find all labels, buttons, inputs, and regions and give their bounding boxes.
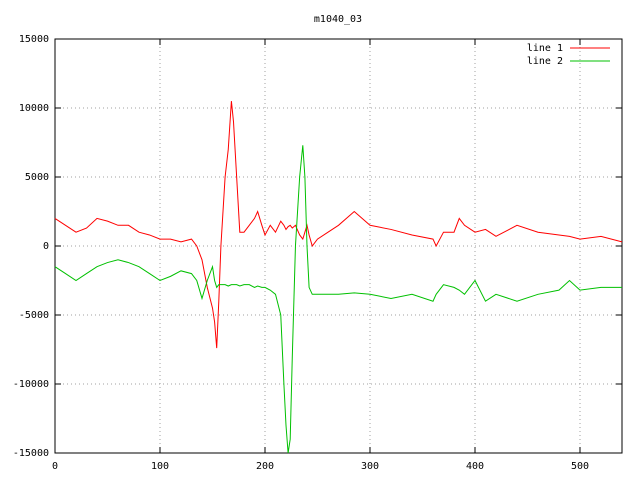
x-tick-label: 300: [361, 461, 379, 472]
y-tick-label: -10000: [13, 379, 49, 390]
y-tick-label: 5000: [25, 172, 49, 183]
y-tick-label: -15000: [13, 448, 49, 459]
plot-frame: [54, 38, 623, 454]
series-line: [54, 145, 622, 454]
y-tick-label: 10000: [19, 103, 49, 114]
x-tick-label: 0: [52, 461, 58, 472]
chart-title: m1040_03: [314, 14, 362, 25]
y-tick-label: -5000: [19, 310, 49, 321]
legend-label: line 1: [527, 43, 563, 54]
x-tick-label: 400: [466, 461, 484, 472]
x-tick-label: 100: [151, 461, 169, 472]
series-line: [54, 101, 623, 349]
x-tick-label: 200: [256, 461, 274, 472]
x-tick-label: 500: [571, 461, 589, 472]
y-tick-label: 15000: [19, 34, 49, 45]
legend-label: line 2: [527, 56, 563, 67]
y-tick-label: 0: [43, 241, 49, 252]
